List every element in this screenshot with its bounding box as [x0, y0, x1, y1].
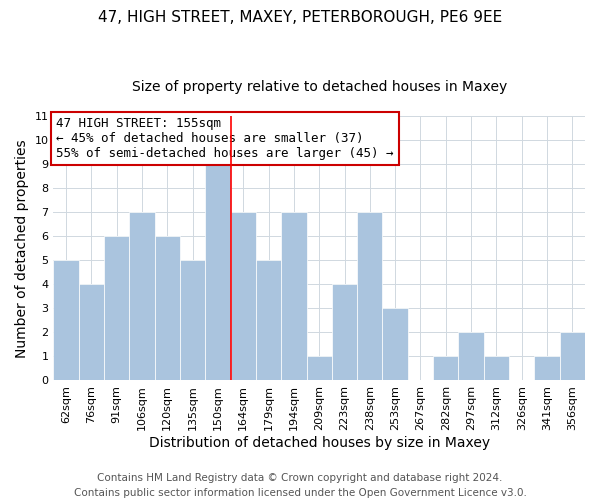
Bar	[382, 308, 408, 380]
Bar	[130, 212, 155, 380]
Bar	[53, 260, 79, 380]
Y-axis label: Number of detached properties: Number of detached properties	[15, 139, 29, 358]
Bar	[560, 332, 585, 380]
Bar	[180, 260, 205, 380]
Bar	[104, 236, 130, 380]
Text: 47 HIGH STREET: 155sqm
← 45% of detached houses are smaller (37)
55% of semi-det: 47 HIGH STREET: 155sqm ← 45% of detached…	[56, 118, 394, 160]
Bar	[332, 284, 357, 380]
Bar	[230, 212, 256, 380]
Bar	[433, 356, 458, 380]
Text: 47, HIGH STREET, MAXEY, PETERBOROUGH, PE6 9EE: 47, HIGH STREET, MAXEY, PETERBOROUGH, PE…	[98, 10, 502, 25]
Bar	[281, 212, 307, 380]
Bar	[357, 212, 382, 380]
Bar	[256, 260, 281, 380]
Bar	[484, 356, 509, 380]
Bar	[458, 332, 484, 380]
Bar	[535, 356, 560, 380]
Text: Contains HM Land Registry data © Crown copyright and database right 2024.
Contai: Contains HM Land Registry data © Crown c…	[74, 472, 526, 498]
Title: Size of property relative to detached houses in Maxey: Size of property relative to detached ho…	[131, 80, 507, 94]
Bar	[307, 356, 332, 380]
Bar	[155, 236, 180, 380]
Bar	[205, 164, 230, 380]
Bar	[79, 284, 104, 380]
X-axis label: Distribution of detached houses by size in Maxey: Distribution of detached houses by size …	[149, 436, 490, 450]
